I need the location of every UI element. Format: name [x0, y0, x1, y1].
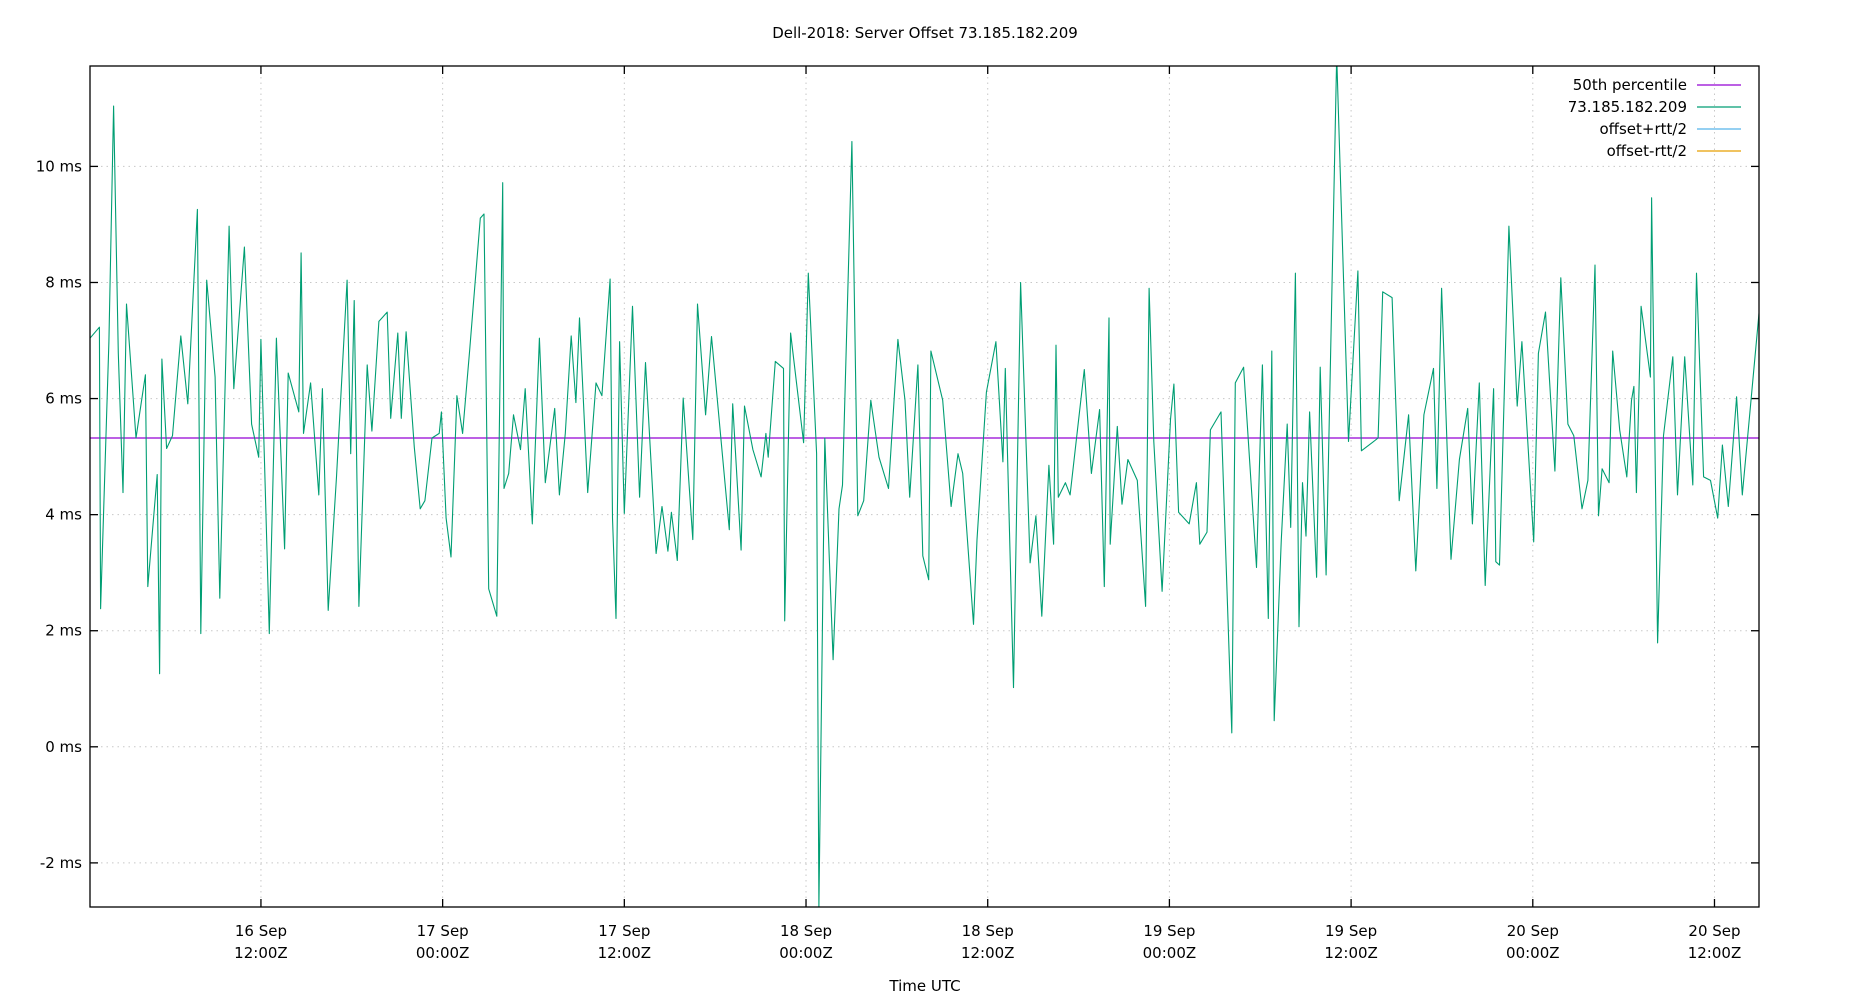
legend: 50th percentile 73.185.182.209 offset+rtt/…	[1568, 76, 1741, 160]
x-tick-label-time: 00:00Z	[416, 944, 470, 962]
legend-label: 50th percentile	[1573, 76, 1687, 94]
plot-series	[90, 66, 1759, 907]
y-tick-label: 4 ms	[45, 506, 82, 524]
y-tick-label: 6 ms	[45, 390, 82, 408]
x-tick-label-time: 12:00Z	[1688, 944, 1742, 962]
plot-border	[89, 65, 1760, 908]
x-tick-label-date: 19 Sep	[1143, 922, 1195, 940]
legend-label: offset+rtt/2	[1599, 120, 1687, 138]
x-tick-label-time: 12:00Z	[1324, 944, 1378, 962]
legend-label: offset-rtt/2	[1607, 142, 1687, 160]
y-tick-label: 0 ms	[45, 738, 82, 756]
x-tick-label-date: 16 Sep	[235, 922, 287, 940]
x-axis-label: Time UTC	[888, 977, 960, 995]
x-tick-label-date: 20 Sep	[1688, 922, 1740, 940]
y-tick-label: -2 ms	[40, 854, 82, 872]
x-tick-label-date: 17 Sep	[417, 922, 469, 940]
y-axis: -2 ms 0 ms 2 ms 4 ms 6 ms 8 ms 10 ms	[36, 157, 1759, 872]
x-tick-label-time: 00:00Z	[1143, 944, 1197, 962]
x-tick-label-time: 12:00Z	[234, 944, 288, 962]
x-tick-label-date: 19 Sep	[1325, 922, 1377, 940]
x-tick-label-time: 00:00Z	[1506, 944, 1560, 962]
x-tick-label-time: 12:00Z	[961, 944, 1015, 962]
chart-title: Dell-2018: Server Offset 73.185.182.209	[772, 24, 1078, 42]
legend-label: 73.185.182.209	[1568, 98, 1687, 116]
x-tick-label-time: 12:00Z	[598, 944, 652, 962]
x-axis: 16 Sep 12:00Z 17 Sep 00:00Z 17 Sep 12:00Z 18 S…	[234, 66, 1741, 962]
x-tick-label-date: 17 Sep	[598, 922, 650, 940]
x-tick-label-date: 18 Sep	[780, 922, 832, 940]
x-tick-label-date: 20 Sep	[1507, 922, 1559, 940]
y-tick-label: 8 ms	[45, 273, 82, 291]
y-tick-label: 10 ms	[36, 157, 82, 175]
grid	[90, 66, 1759, 907]
x-tick-label-time: 00:00Z	[779, 944, 833, 962]
y-tick-label: 2 ms	[45, 622, 82, 640]
x-tick-label-date: 18 Sep	[962, 922, 1014, 940]
offset-series-line	[90, 66, 1759, 907]
